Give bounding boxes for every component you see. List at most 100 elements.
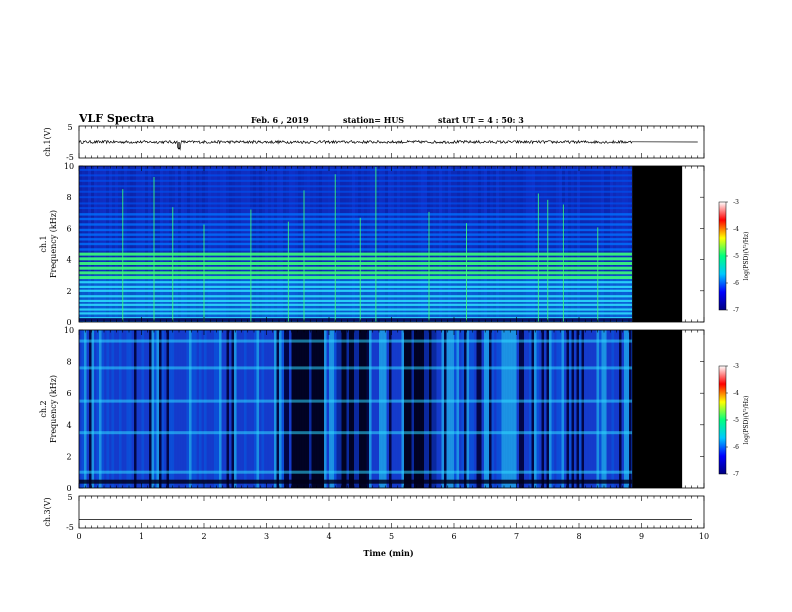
ch2-spectrogram-column — [316, 330, 320, 488]
ch1-label: ch.1 — [39, 235, 48, 252]
x-tick-label: 9 — [639, 532, 644, 541]
ch2-spectrogram-column — [246, 330, 250, 488]
ch2-spectrogram-column — [396, 330, 400, 488]
ch2-spectral-line — [79, 479, 633, 484]
x-tick-label: 10 — [699, 532, 709, 541]
colorbar-tick-label: -4 — [733, 390, 739, 397]
ch2-spectrogram-column — [404, 330, 407, 488]
ch2-spectrogram-column — [139, 330, 142, 488]
ch2-spectrogram-column — [109, 330, 112, 488]
ch2-spectrogram-column — [184, 330, 187, 488]
ch2-spectrogram-column — [574, 330, 577, 488]
ch2-spectrogram-column — [486, 330, 490, 488]
ch2-spectrogram-column — [519, 330, 522, 488]
ch2-spectrogram-column — [526, 330, 530, 488]
ch2-spectrogram-column — [434, 330, 437, 488]
ch2-spectrogram-column — [194, 330, 197, 488]
ch2-spectrogram-column — [621, 330, 625, 488]
ch2-spectrogram-column — [311, 330, 315, 488]
ch2-spectrogram-column — [156, 330, 160, 488]
colorbar-tick-label: -7 — [733, 307, 739, 314]
colorbar-tick-label: -4 — [733, 226, 739, 233]
ch1-freq-axis-label: Frequency (kHz) — [49, 210, 58, 278]
ch2-spectrogram-column — [296, 330, 300, 488]
ch2-spectrogram-column — [331, 330, 335, 488]
ch2-spectrogram-column — [209, 330, 212, 488]
ch2-spectrogram-column — [371, 330, 375, 488]
ch2-spectrogram-column — [304, 330, 307, 488]
ch2-spectrogram-column — [259, 330, 262, 488]
ch2-spectrogram-column — [459, 330, 462, 488]
ch2-spectrogram-column — [576, 330, 580, 488]
ch2-freq-tick-label: 2 — [66, 452, 71, 461]
ch2-spectrogram-column — [129, 330, 132, 488]
colorbar-tick-label: -6 — [733, 444, 739, 451]
ch2-spectrogram-column — [94, 330, 97, 488]
ch1-spectral-band — [79, 168, 633, 171]
ch2-spectrogram-column — [394, 330, 397, 488]
ch2-spectrogram-column — [79, 330, 82, 488]
ch2-spectrogram-column — [476, 330, 480, 488]
ch2-spectrogram-column — [584, 330, 587, 488]
ch2-spectrogram-column — [586, 330, 590, 488]
ch2-spectrogram-column — [496, 330, 500, 488]
ch1-freq-tick-label: 0 — [66, 318, 71, 327]
ch2-spectrogram-column — [566, 330, 570, 488]
ch2-spectrogram-column — [609, 330, 612, 488]
ch1-spectral-band — [79, 266, 633, 270]
ch2-spectrogram-column — [504, 330, 507, 488]
ch2-freq-tick-label: 10 — [64, 326, 74, 335]
ch2-spectrogram-column — [559, 330, 562, 488]
ch2-spectrogram-column — [386, 330, 390, 488]
ch2-spectrogram-column — [429, 330, 432, 488]
ch2-spectrogram-column — [411, 330, 415, 488]
ch2-spectrogram-column — [454, 330, 457, 488]
ch2-spectrogram-column — [616, 330, 620, 488]
ch1-spectral-band — [79, 257, 633, 261]
start-ut-label: start UT = 4 : 50: 3 — [438, 115, 524, 125]
ch2-spectrogram-column — [131, 330, 135, 488]
ch2-spectrogram-column — [569, 330, 572, 488]
ch1-spectral-band — [79, 285, 633, 288]
ch2-spectrogram-column — [359, 330, 362, 488]
ch2-spectrogram-column — [509, 330, 512, 488]
ch1-ylabel: ch.1(V) — [43, 127, 52, 156]
ch2-spectrogram-column — [381, 330, 385, 488]
ch2-spectrogram-column — [384, 330, 387, 488]
ch2-spectrogram-column — [581, 330, 585, 488]
ch2-spectrogram-column — [301, 330, 305, 488]
ch2-spectrogram-column — [506, 330, 510, 488]
ch1-ytick-label: 5 — [67, 123, 72, 132]
ch2-spectrogram-column — [489, 330, 492, 488]
ch2-freq-axis-label: Frequency (kHz) — [49, 375, 58, 443]
ch1-spectral-band — [79, 242, 633, 246]
ch1-spectral-band — [79, 252, 633, 256]
ch2-spectrogram-column — [334, 330, 337, 488]
ch1-waveform-trace — [78, 139, 698, 151]
ch2-spectrogram-column — [606, 330, 610, 488]
ch1-spectral-band — [79, 312, 633, 315]
ch2-spectrogram-column — [226, 330, 230, 488]
ch2-spectrogram-column — [141, 330, 145, 488]
ch2-spectrogram-column — [276, 330, 280, 488]
ch2-spectrogram-column — [464, 330, 467, 488]
ch2-spectrogram-column — [326, 330, 330, 488]
ch2-spectrogram-column — [399, 330, 402, 488]
ch2-spectrogram-column — [511, 330, 515, 488]
ch1-spectral-band — [79, 185, 633, 188]
ch2-spectral-line — [79, 431, 633, 435]
ch2-spectrogram-column — [289, 330, 292, 488]
ch2-spectrogram-column — [436, 330, 440, 488]
x-tick-label: 4 — [326, 532, 331, 541]
colorbar-1 — [718, 201, 727, 311]
ch2-spectrogram-column — [354, 330, 357, 488]
ch2-no-data-region — [632, 330, 683, 488]
ch2-spectrogram-column — [536, 330, 540, 488]
ch1-freq-tick-label: 8 — [66, 193, 71, 202]
ch2-spectrogram-column — [86, 330, 90, 488]
ch2-spectrogram-column — [546, 330, 550, 488]
ch2-spectrogram-column — [481, 330, 485, 488]
ch2-spectrogram-column — [501, 330, 505, 488]
ch1-spectral-band — [79, 271, 633, 275]
ch2-spectrogram-column — [291, 330, 295, 488]
